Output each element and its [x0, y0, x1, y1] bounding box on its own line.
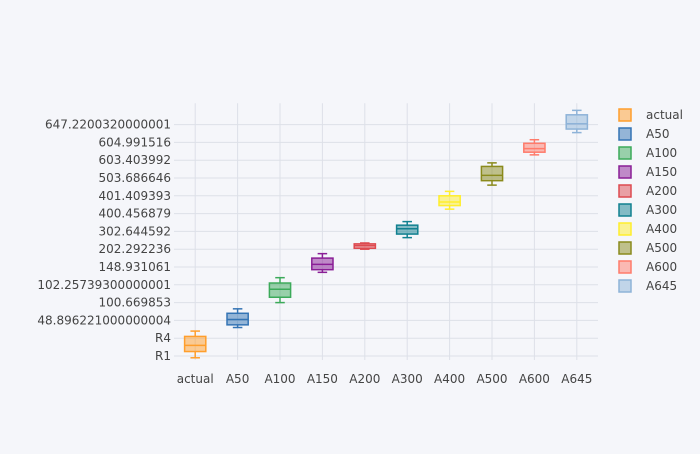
legend-item-a50[interactable]: A50: [618, 127, 669, 141]
x-tick-label: A300: [392, 372, 423, 386]
legend-item-a600[interactable]: A600: [618, 260, 677, 274]
y-tick-label: 647.2200320000001: [45, 118, 171, 132]
x-tick-label: A200: [349, 372, 380, 386]
legend-swatch: [618, 260, 632, 274]
legend-label: A645: [646, 279, 677, 293]
x-tick-label: actual: [177, 372, 214, 386]
legend-swatch: [618, 108, 632, 122]
legend-label: A200: [646, 184, 677, 198]
legend-label: actual: [646, 108, 683, 122]
y-tick-label: 100.669853: [98, 296, 171, 310]
box-layer: [183, 109, 589, 359]
box-a200[interactable]: [353, 242, 377, 250]
y-tick-label: 148.931061: [98, 260, 171, 274]
x-tick-label: A600: [519, 372, 550, 386]
legend-label: A150: [646, 165, 677, 179]
legend-item-a500[interactable]: A500: [618, 241, 677, 255]
box-a645[interactable]: [565, 109, 589, 134]
legend-label: A300: [646, 203, 677, 217]
y-axis-tick-labels: R1 R4 48.896221000000004 100.669853 102.2573…: [37, 118, 171, 363]
box-a400[interactable]: [438, 190, 461, 210]
y-tick-label: 401.409393: [98, 189, 171, 203]
y-tick-label: 603.403992: [98, 153, 171, 167]
legend-label: A100: [646, 146, 677, 160]
y-tick-label: 503.686646: [98, 171, 171, 185]
y-tick-label: R4: [155, 331, 171, 345]
y-tick-label: 102.25739300000001: [37, 278, 171, 292]
legend[interactable]: actual A50 A100 A150 A200 A300 A400 A500 A600 A64…: [618, 108, 683, 293]
box-a500[interactable]: [480, 162, 504, 186]
box-a150[interactable]: [311, 252, 334, 274]
box-body: [395, 224, 419, 235]
legend-label: A500: [646, 241, 677, 255]
grid-layer: [174, 103, 598, 360]
x-tick-label: A645: [561, 372, 592, 386]
legend-item-a300[interactable]: A300: [618, 203, 677, 217]
x-axis-tick-labels: actual A50 A100 A150 A200 A300 A400 A500 A600 A64…: [177, 372, 593, 386]
legend-swatch: [618, 146, 632, 160]
legend-label: A400: [646, 222, 677, 236]
box-body: [480, 165, 504, 182]
legend-swatch: [618, 222, 632, 236]
box-body: [438, 195, 461, 207]
legend-item-a645[interactable]: A645: [618, 279, 677, 293]
box-body: [523, 142, 546, 153]
x-tick-label: A400: [434, 372, 465, 386]
box-body: [268, 282, 292, 299]
box-body: [565, 114, 589, 130]
legend-item-a100[interactable]: A100: [618, 146, 677, 160]
y-tick-label: 604.991516: [98, 135, 171, 149]
legend-swatch: [618, 165, 632, 179]
x-tick-label: A50: [226, 372, 249, 386]
legend-swatch: [618, 184, 632, 198]
legend-swatch: [618, 241, 632, 255]
x-tick-label: A500: [476, 372, 507, 386]
legend-item-a200[interactable]: A200: [618, 184, 677, 198]
x-tick-label: A150: [307, 372, 338, 386]
y-tick-label: 302.644592: [98, 224, 171, 238]
y-tick-label: R1: [155, 349, 171, 363]
y-tick-label: 48.896221000000004: [37, 313, 171, 327]
box-a100[interactable]: [268, 276, 292, 304]
legend-label: A600: [646, 260, 677, 274]
y-tick-label: 202.292236: [98, 242, 171, 256]
legend-label: A50: [646, 127, 669, 141]
box-actual[interactable]: [183, 330, 207, 359]
legend-item-a150[interactable]: A150: [618, 165, 677, 179]
box-body: [183, 335, 207, 353]
box-a50[interactable]: [226, 308, 249, 329]
x-tick-label: A100: [264, 372, 295, 386]
legend-swatch: [618, 127, 632, 141]
legend-swatch: [618, 279, 632, 293]
legend-swatch: [618, 203, 632, 217]
box-a300[interactable]: [395, 220, 419, 239]
legend-item-a400[interactable]: A400: [618, 222, 677, 236]
box-a600[interactable]: [523, 138, 546, 156]
y-tick-label: 400.456879: [98, 207, 171, 221]
legend-item-actual[interactable]: actual: [618, 108, 683, 122]
